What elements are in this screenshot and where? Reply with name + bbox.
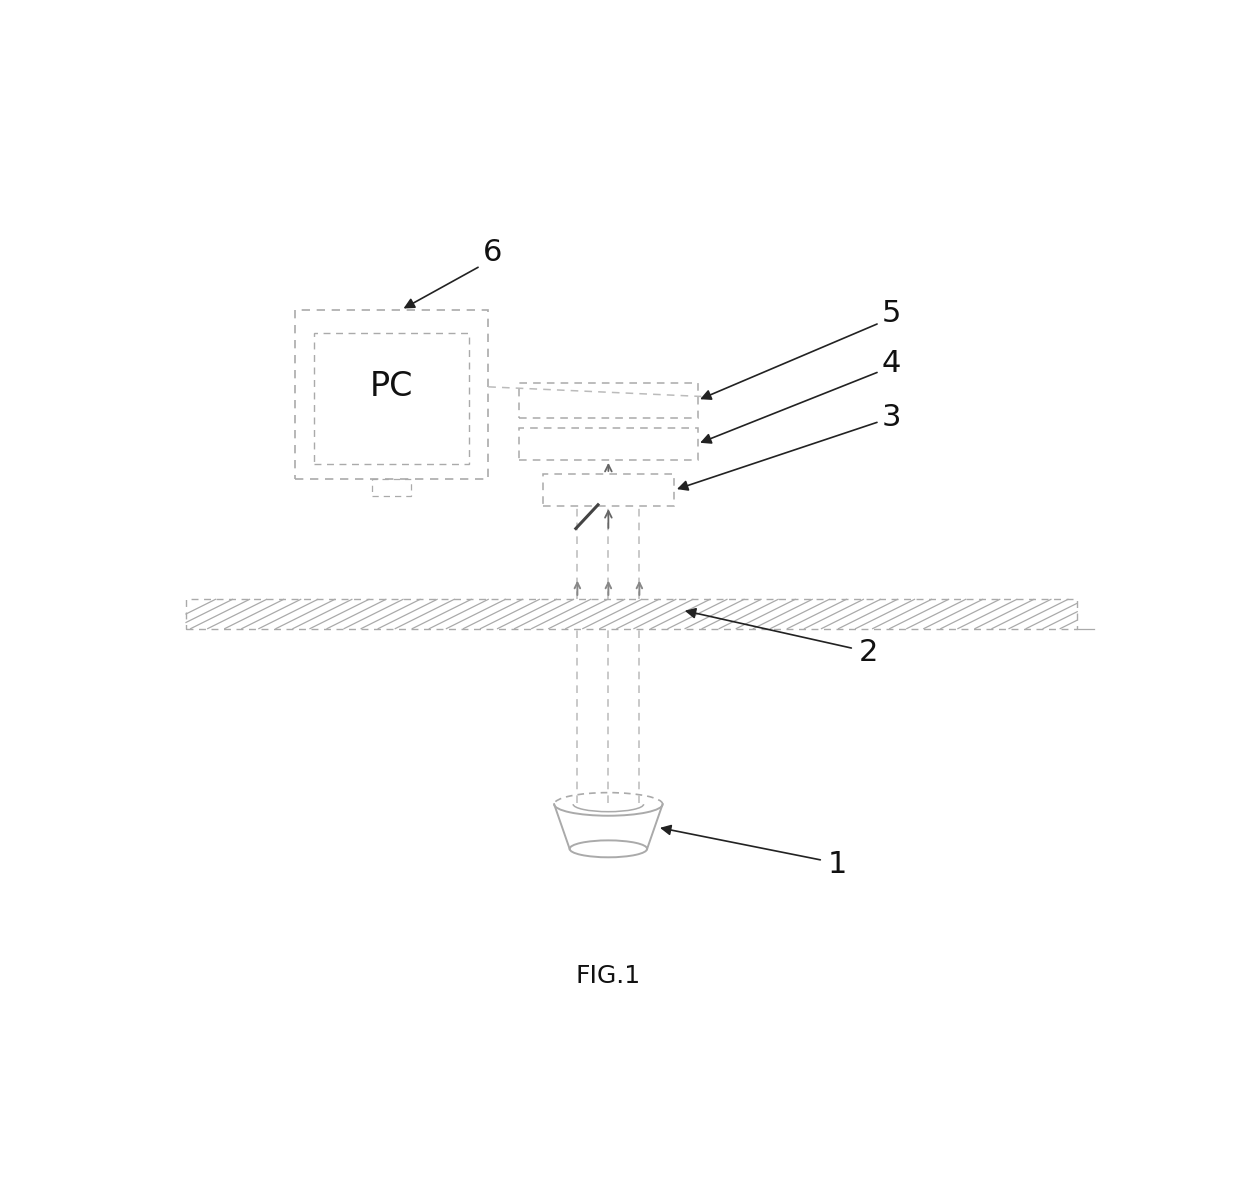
Text: 6: 6 xyxy=(482,238,502,267)
Bar xyxy=(520,428,697,460)
Text: 5: 5 xyxy=(882,299,901,328)
Text: 2: 2 xyxy=(858,637,878,667)
Text: 1: 1 xyxy=(827,849,847,879)
Text: 4: 4 xyxy=(882,349,901,378)
Bar xyxy=(372,480,410,496)
Bar xyxy=(520,383,697,417)
Bar xyxy=(295,310,489,480)
Text: PC: PC xyxy=(370,371,413,403)
Text: FIG.1: FIG.1 xyxy=(575,964,641,988)
Bar xyxy=(543,474,675,506)
Bar xyxy=(314,332,469,464)
Bar xyxy=(186,599,1078,629)
Text: 3: 3 xyxy=(882,403,901,432)
